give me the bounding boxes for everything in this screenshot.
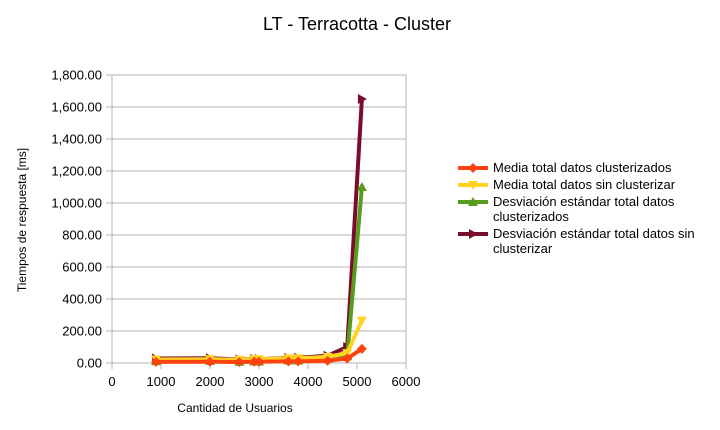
legend-item-media-total-datos-sin-clusterizar: Media total datos sin clusterizar: [458, 177, 676, 192]
data-point: [342, 353, 353, 364]
data-point: [322, 355, 333, 366]
x-tick-label: 0: [108, 374, 115, 389]
data-point: [356, 182, 367, 191]
data-point: [151, 356, 162, 367]
x-axis-title: Cantidad de Usuarios: [177, 401, 292, 415]
legend-label: clusterizados: [493, 209, 569, 224]
data-point: [283, 356, 294, 367]
legend-swatch-marker: [468, 197, 478, 206]
y-tick-label: 1,200.00: [51, 164, 102, 179]
x-tick-label: 4000: [294, 374, 323, 389]
legend-swatch-marker: [468, 163, 478, 173]
series-line-media-total-datos-clusterizados: [156, 347, 363, 364]
series-line-desviacion-estandar-total-datos-sin-clusterizar: [156, 98, 364, 362]
y-tick-label: 600.00: [62, 260, 102, 275]
legend-item-desviacion-estandar-total-datos-clusterizados: Desviación estándar total datosclusteriz…: [458, 194, 675, 224]
legend: Media total datos clusterizados Media tot…: [458, 160, 695, 256]
y-tick-label: 1,000.00: [51, 196, 102, 211]
data-point: [293, 356, 304, 367]
y-tick-label: 200.00: [62, 324, 102, 339]
y-tick-label: 1,800.00: [51, 68, 102, 83]
data-point: [356, 316, 367, 326]
data-point: [357, 94, 367, 104]
y-tick-label: 400.00: [62, 292, 102, 307]
chart-title: LT - Terracotta - Cluster: [263, 14, 451, 34]
data-point: [356, 343, 367, 354]
series-media-total-datos-clusterizados: [151, 343, 367, 368]
y-tick-label: 0.00: [77, 356, 102, 371]
series-line-desviacion-estandar-total-datos-clusterizados: [156, 186, 364, 364]
x-tick-label: 5000: [343, 374, 372, 389]
series-group: [151, 94, 367, 368]
legend-swatch-marker: [469, 229, 478, 239]
legend-swatch-marker: [468, 181, 478, 190]
legend-item-desviacion-estandar-total-datos-sin-clusterizar: Desviación estándar total datos sinclust…: [458, 226, 695, 256]
x-tick-label: 3000: [245, 374, 274, 389]
legend-item-media-total-datos-clusterizados: Media total datos clusterizados: [458, 160, 672, 175]
series-desviacion-estandar-total-datos-clusterizados: [151, 182, 367, 366]
series-line-media-total-datos-sin-clusterizar: [156, 319, 364, 362]
legend-label: clusterizar: [493, 241, 553, 256]
x-tick-label: 1000: [147, 374, 176, 389]
series-desviacion-estandar-total-datos-sin-clusterizar: [152, 94, 367, 365]
legend-label: Media total datos clusterizados: [493, 160, 672, 175]
data-point: [254, 356, 264, 367]
axis-ticks: 0.00 200.00 400.00 600.00 800.00 1,000.00 1,20…: [51, 68, 420, 390]
y-tick-label: 1,600.00: [51, 100, 102, 115]
legend-label: Desviación estándar total datos sin: [493, 226, 695, 241]
legend-label: Desviación estándar total datos: [493, 194, 675, 209]
data-point: [205, 356, 215, 367]
y-axis-title: Tiempos de respuesta [ms]: [15, 148, 29, 292]
legend-label: Media total datos sin clusterizar: [493, 177, 676, 192]
x-tick-label: 6000: [392, 374, 421, 389]
y-tick-label: 1,400.00: [51, 132, 102, 147]
data-point: [234, 357, 245, 368]
y-tick-label: 800.00: [62, 228, 102, 243]
x-tick-label: 2000: [196, 374, 225, 389]
